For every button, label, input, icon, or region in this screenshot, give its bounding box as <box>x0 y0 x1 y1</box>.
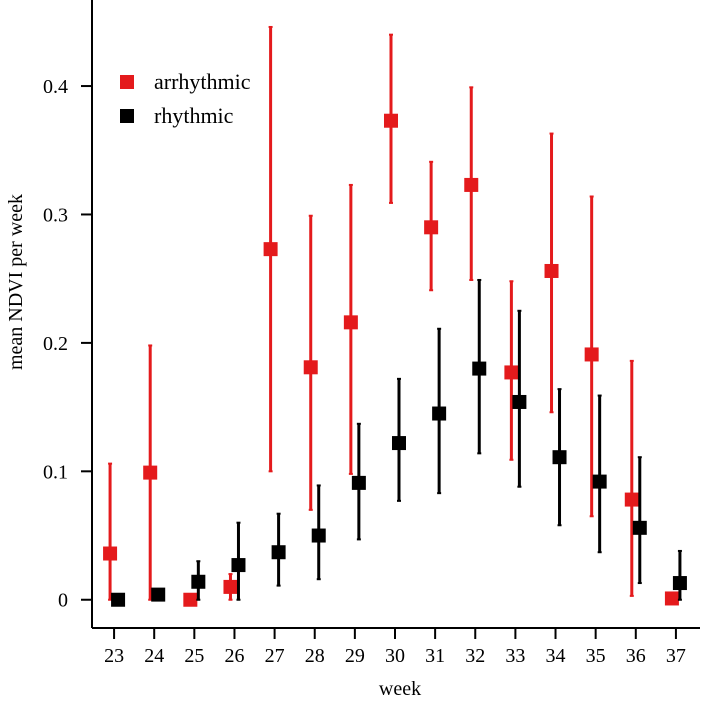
x-tick-label-24: 24 <box>144 645 164 667</box>
x-tick-label-23: 23 <box>104 645 124 667</box>
rhythmic-point-week-26 <box>231 558 246 573</box>
arrhythmic-point-week-31 <box>424 220 439 235</box>
arrhythmic-point-week-33 <box>504 365 519 380</box>
x-tick-label-33: 33 <box>505 645 525 667</box>
x-tick-label-27: 27 <box>265 645 285 667</box>
arrhythmic-point-week-23 <box>103 546 118 561</box>
x-tick-label-26: 26 <box>224 645 244 667</box>
rhythmic-point-week-27 <box>271 545 286 560</box>
data-series <box>103 25 687 607</box>
x-tick-label-36: 36 <box>626 645 646 667</box>
rhythmic-point-week-25 <box>191 574 206 589</box>
legend-marker-arrhythmic <box>120 75 134 89</box>
x-tick-label-35: 35 <box>586 645 606 667</box>
arrhythmic-point-week-34 <box>544 263 559 278</box>
x-tick-label-37: 37 <box>666 645 686 667</box>
x-tick-label-32: 32 <box>465 645 485 667</box>
rhythmic-point-week-29 <box>351 475 366 490</box>
rhythmic-point-week-36 <box>632 520 647 535</box>
y-tick-label-0.3: 0.3 <box>43 204 68 226</box>
axes <box>91 0 700 629</box>
y-tick-label-0: 0 <box>58 590 68 612</box>
x-tick-label-25: 25 <box>184 645 204 667</box>
rhythmic-point-week-37 <box>672 576 687 591</box>
legend-marker-rhythmic <box>120 109 134 123</box>
arrhythmic-point-week-28 <box>303 360 318 375</box>
arrhythmic-point-week-25 <box>183 592 198 607</box>
x-tick-label-28: 28 <box>305 645 325 667</box>
arrhythmic-point-week-36 <box>624 492 639 507</box>
legend-label-rhythmic: rhythmic <box>154 103 234 128</box>
axis-ticks: 23 24 25 26 27 28 29 30 31 32 33 34 35 36 37 0 0.1 0.2 0.3… <box>43 76 686 667</box>
x-tick-label-34: 34 <box>546 645 566 667</box>
arrhythmic-point-week-27 <box>263 242 278 257</box>
rhythmic-point-week-35 <box>592 474 607 489</box>
arrhythmic-point-week-29 <box>343 315 358 330</box>
arrhythmic-point-week-24 <box>143 465 158 480</box>
series-rhythmic <box>111 278 687 607</box>
rhythmic-point-week-32 <box>472 361 487 376</box>
rhythmic-point-week-30 <box>391 436 406 451</box>
y-tick-label-0.2: 0.2 <box>43 333 68 355</box>
x-tick-label-31: 31 <box>425 645 445 667</box>
legend-label-arrhythmic: arrhythmic <box>154 69 251 94</box>
rhythmic-point-week-31 <box>432 406 447 421</box>
y-tick-label-0.4: 0.4 <box>43 76 68 98</box>
x-axis-label: week <box>379 678 421 700</box>
arrhythmic-point-week-35 <box>584 347 599 362</box>
arrhythmic-point-week-30 <box>383 113 398 128</box>
rhythmic-point-week-28 <box>311 528 326 543</box>
rhythmic-point-week-34 <box>552 450 567 465</box>
legend: arrhythmic rhythmic <box>120 69 251 128</box>
arrhythmic-point-week-37 <box>664 591 679 606</box>
series-arrhythmic <box>103 25 679 607</box>
y-tick-label-0.1: 0.1 <box>43 461 68 483</box>
y-axis-label: mean NDVI per week <box>5 194 27 370</box>
arrhythmic-point-week-32 <box>464 177 479 192</box>
rhythmic-point-week-33 <box>512 394 527 409</box>
rhythmic-point-week-23 <box>111 592 126 607</box>
x-tick-label-30: 30 <box>385 645 405 667</box>
rhythmic-point-week-24 <box>151 587 166 602</box>
arrhythmic-point-week-26 <box>223 579 238 594</box>
x-tick-label-29: 29 <box>345 645 365 667</box>
